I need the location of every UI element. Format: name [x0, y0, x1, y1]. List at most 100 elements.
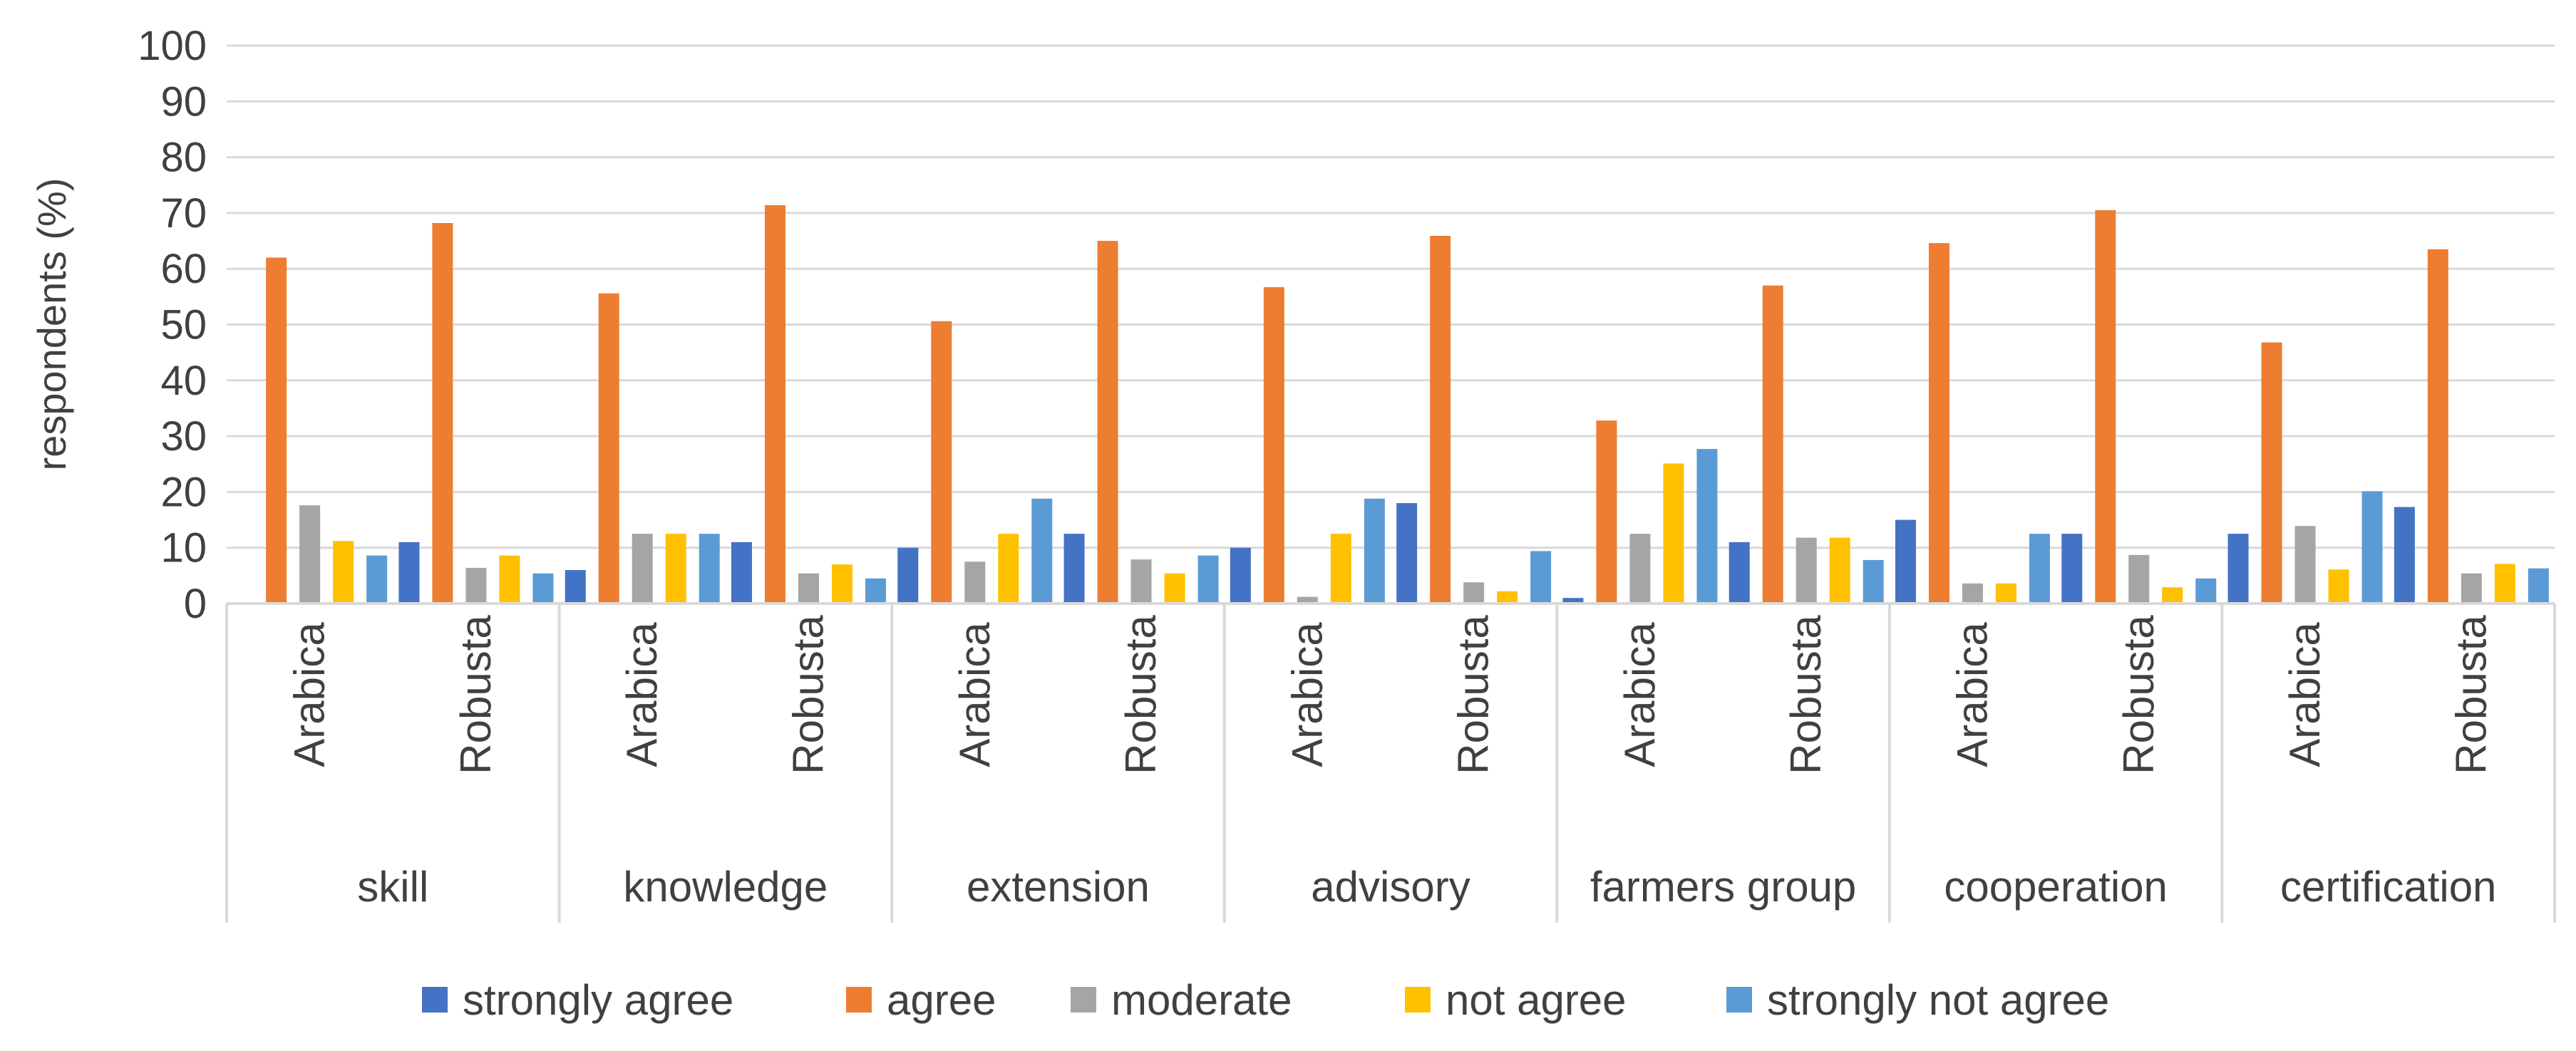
- bar-strongly-agree-9: [1562, 598, 1584, 604]
- legend-item: not agree: [1405, 976, 1627, 1024]
- x-tick-label: Arabica: [1283, 622, 1331, 767]
- y-tick-label: 0: [184, 581, 207, 627]
- bar-strongly-agree-5: [897, 547, 919, 604]
- bar-moderate-9: [1629, 534, 1651, 604]
- bar-agree-7: [1263, 287, 1284, 604]
- bar-not-agree-3: [665, 534, 686, 604]
- legend-item: agree: [846, 976, 996, 1024]
- bar-strongly-not-agree-10: [1863, 559, 1884, 604]
- bar-strongly-agree-8: [1396, 503, 1418, 604]
- bar-agree-10: [1762, 285, 1783, 604]
- bar-not-agree-12: [2162, 587, 2183, 604]
- bar-not-agree-2: [499, 555, 520, 604]
- x-tick-label: Arabica: [1616, 622, 1664, 767]
- y-tick-label: 20: [160, 469, 207, 515]
- y-tick-label: 10: [160, 525, 207, 571]
- bar-strongly-not-agree-8: [1530, 551, 1552, 604]
- x-tick-label: Arabica: [618, 622, 666, 767]
- y-axis-label: respondents (%): [29, 178, 74, 471]
- x-tick-label: Robusta: [2115, 615, 2163, 775]
- bar-moderate-6: [1130, 559, 1152, 604]
- x-tick-label: Robusta: [452, 615, 500, 775]
- legend: strongly agree agree moderate not agree stro…: [422, 976, 2109, 1024]
- bar-moderate-3: [632, 534, 653, 604]
- legend-swatch: [1071, 987, 1096, 1013]
- gridlines: [227, 44, 2555, 549]
- bar-strongly-agree-7: [1230, 547, 1251, 604]
- group-label: advisory: [1311, 863, 1470, 911]
- bar-moderate-4: [798, 573, 819, 604]
- bar-moderate-8: [1463, 582, 1485, 604]
- bar-strongly-not-agree-11: [2029, 534, 2050, 604]
- bar-agree-5: [931, 321, 952, 604]
- group-label: knowledge: [623, 863, 828, 911]
- y-tick-label: 100: [138, 23, 207, 69]
- bar-moderate-11: [1962, 583, 1983, 604]
- x-tick-label: Arabica: [1949, 622, 1997, 767]
- x-axis: Arabica Robusta Arabica Robusta Arabica Robus…: [225, 602, 2556, 923]
- bar-moderate-5: [964, 561, 986, 604]
- y-axis-ticks: 0 10 20 30 40 50 60 70 80 90 100: [138, 23, 207, 627]
- bar-agree-1: [266, 257, 287, 604]
- x-tick-label: Robusta: [1782, 615, 1830, 775]
- bar-moderate-14: [2461, 573, 2482, 604]
- bar-not-agree-9: [1663, 463, 1684, 604]
- bar-moderate-12: [2128, 554, 2150, 604]
- bar-strongly-agree-14: [2394, 507, 2415, 604]
- x-tick-label: Robusta: [2447, 615, 2495, 775]
- x-tick-label: Robusta: [785, 615, 833, 775]
- bar-not-agree-6: [1164, 573, 1185, 604]
- legend-label: agree: [887, 976, 996, 1024]
- bar-strongly-agree-10: [1729, 542, 1750, 604]
- x-tick-label: Arabica: [286, 622, 334, 767]
- legend-item: strongly not agree: [1726, 976, 2109, 1024]
- group-label: cooperation: [1944, 863, 2168, 911]
- bar-strongly-not-agree-12: [2195, 578, 2217, 604]
- bar-strongly-not-agree-7: [1364, 498, 1385, 604]
- x-tick-label: Robusta: [1117, 615, 1165, 775]
- bar-strongly-agree-11: [1895, 519, 1916, 604]
- bar-strongly-not-agree-3: [699, 534, 720, 604]
- bar-strongly-not-agree-5: [1031, 498, 1053, 604]
- x-tick-label: Arabica: [2281, 622, 2329, 767]
- bar-agree-14: [2427, 249, 2448, 604]
- bar-agree-13: [2261, 342, 2282, 604]
- y-tick-label: 60: [160, 246, 207, 292]
- y-tick-label: 80: [160, 135, 207, 181]
- bar-strongly-agree-2: [398, 542, 420, 604]
- bar-moderate-2: [465, 567, 487, 604]
- legend-swatch: [846, 987, 872, 1013]
- legend-swatch: [1405, 987, 1431, 1013]
- legend-item: moderate: [1071, 976, 1292, 1024]
- bar-strongly-not-agree-2: [532, 573, 554, 604]
- bar-agree-12: [2095, 209, 2116, 604]
- legend-label: not agree: [1446, 976, 1627, 1024]
- legend-label: strongly agree: [463, 976, 733, 1024]
- bar-not-agree-1: [333, 541, 354, 604]
- group-label: skill: [357, 863, 428, 911]
- bar-moderate-10: [1796, 537, 1817, 604]
- y-tick-label: 30: [160, 413, 207, 460]
- bar-agree-2: [432, 222, 453, 604]
- y-tick-label: 70: [160, 190, 207, 237]
- bar-not-agree-10: [1829, 537, 1850, 604]
- bar-not-agree-5: [998, 534, 1019, 604]
- bar-strongly-agree-4: [731, 542, 752, 604]
- bar-strongly-agree-12: [2061, 534, 2083, 604]
- bar-agree-3: [598, 293, 619, 604]
- bars: [266, 204, 2549, 604]
- x-tick-label: Arabica: [951, 622, 999, 767]
- bar-strongly-not-agree-13: [2361, 491, 2383, 604]
- bar-agree-8: [1430, 236, 1451, 604]
- bar-strongly-agree-3: [565, 570, 586, 604]
- legend-label: strongly not agree: [1767, 976, 2109, 1024]
- bar-moderate-13: [2294, 526, 2316, 604]
- legend-item: strongly agree: [422, 976, 733, 1024]
- bar-strongly-not-agree-14: [2528, 568, 2549, 604]
- bar-not-agree-13: [2328, 569, 2349, 604]
- bar-agree-4: [765, 204, 785, 604]
- bar-not-agree-8: [1497, 591, 1518, 604]
- bar-strongly-agree-6: [1063, 534, 1085, 604]
